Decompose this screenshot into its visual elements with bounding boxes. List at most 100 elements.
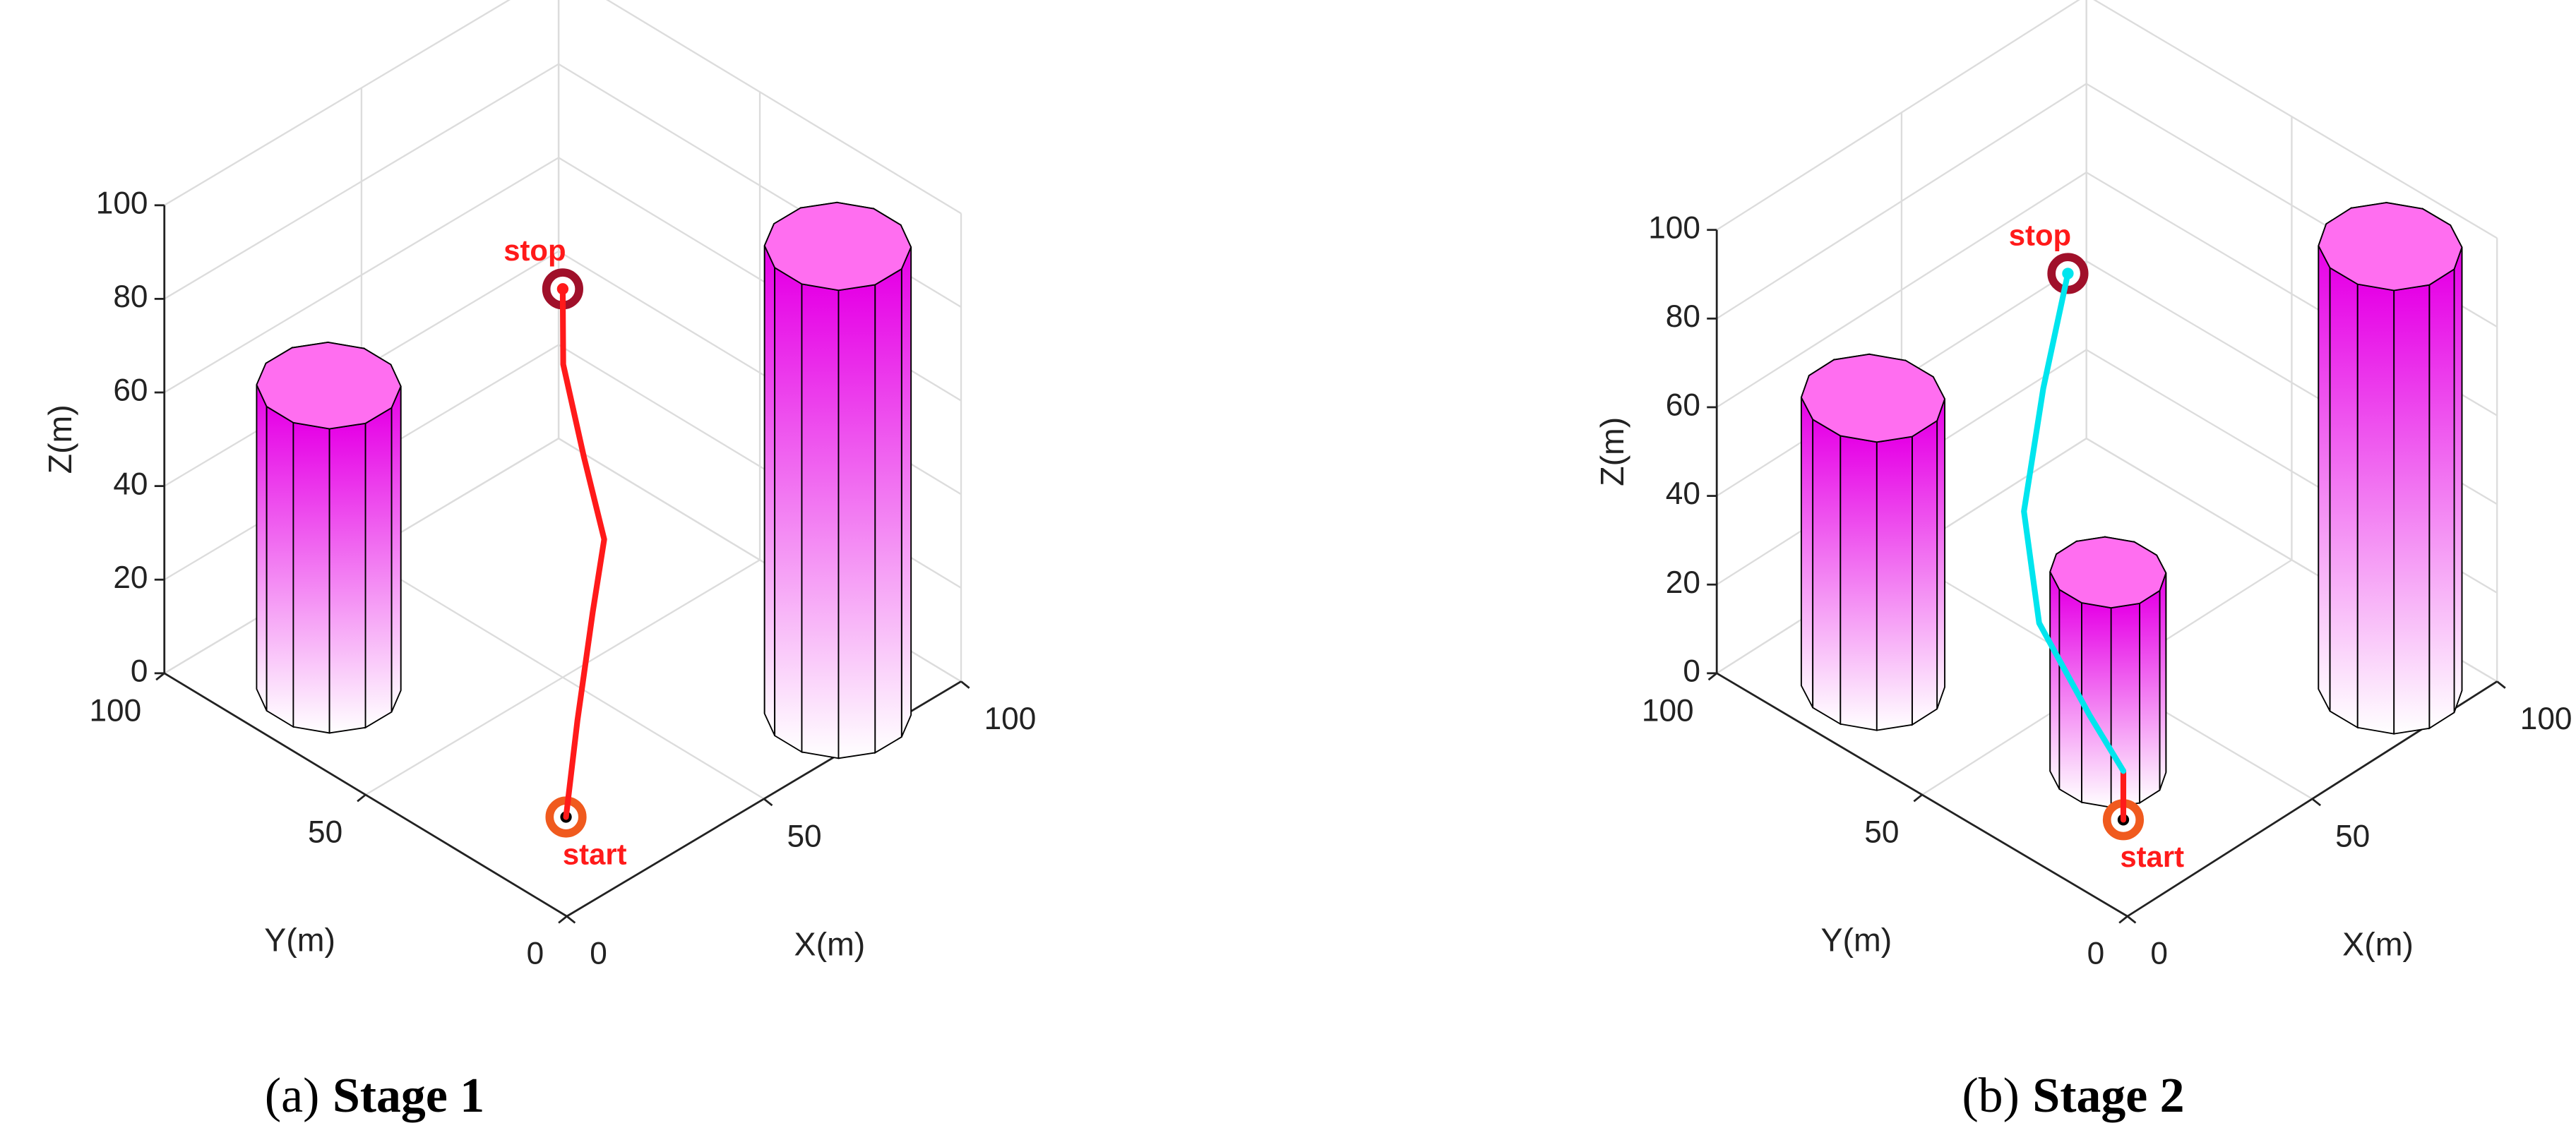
y-axis-label: Y(m) [264, 922, 335, 959]
y-tick-label: 100 [89, 693, 141, 728]
cylinder [2318, 201, 2463, 735]
caption: (b) Stage 2 [1962, 1069, 2184, 1123]
x-tick [566, 915, 576, 924]
cylinder-facet [1839, 435, 1878, 731]
cylinder-facet [2428, 268, 2455, 730]
cylinder-top [2318, 202, 2463, 292]
cylinder-facet [874, 268, 902, 755]
z-tick-label: 40 [1666, 476, 1700, 511]
caption-text: Stage 1 [333, 1069, 484, 1123]
cylinder-facet [1911, 419, 1938, 726]
cylinder-facet [390, 385, 402, 713]
y-tick [357, 793, 366, 803]
x-tick-label: 100 [2520, 702, 2572, 736]
x-tick [2496, 680, 2506, 689]
stop-label: stop [503, 234, 566, 267]
grid-line [606, 0, 962, 215]
cylinder-top [763, 201, 912, 292]
y-tick-label: 50 [1864, 815, 1899, 849]
caption-tag: (a) [265, 1069, 319, 1123]
grid-line [164, 157, 559, 394]
cylinder-facet [328, 422, 366, 734]
caption-tag: (b) [1962, 1069, 2019, 1123]
y-tick [155, 672, 165, 681]
grid-line [164, 0, 511, 206]
cylinder-facet [2139, 589, 2161, 805]
y-tick-label: 50 [308, 815, 342, 849]
cylinder-top [256, 342, 402, 430]
x-tick-label: 100 [984, 702, 1037, 736]
cylinder-facet [2356, 283, 2395, 735]
x-tick-label: 0 [2150, 937, 2168, 971]
cylinder [2049, 536, 2167, 808]
cylinder-facet [364, 407, 393, 729]
grid-line [1716, 172, 2087, 408]
y-tick [558, 915, 568, 924]
cylinder-facet [1812, 418, 1842, 726]
z-tick-label: 0 [131, 654, 148, 688]
grid-line [1716, 0, 2080, 231]
cylinder-facet [1876, 436, 1913, 731]
caption-text: Stage 2 [2032, 1069, 2184, 1123]
y-tick [1913, 793, 1923, 803]
y-axis-label: Y(m) [1821, 922, 1892, 959]
z-tick-label: 20 [113, 560, 148, 595]
path-line [559, 286, 607, 820]
x-tick [960, 680, 970, 689]
grid-line [1716, 83, 2087, 320]
x-tick [763, 798, 773, 807]
cylinder-facet [801, 283, 840, 759]
cylinder-facet [1936, 398, 1945, 709]
z-tick-label: 80 [113, 280, 148, 314]
y-tick-label: 0 [527, 937, 544, 971]
z-tick-label: 80 [1666, 299, 1700, 334]
cylinder-top [2049, 536, 2167, 609]
y-tick-label: 0 [2087, 937, 2105, 971]
y-tick [2118, 915, 2128, 924]
start-label: start [563, 837, 627, 870]
cylinder [256, 341, 402, 734]
z-tick-label: 0 [1683, 654, 1700, 688]
cylinder-facet [1800, 397, 1814, 709]
path-line [2021, 270, 2127, 774]
y-tick-label: 100 [1642, 693, 1694, 728]
cylinder [763, 201, 912, 759]
x-axis-label: X(m) [2342, 925, 2414, 962]
cylinder-facet [256, 384, 268, 711]
x-tick [2126, 915, 2137, 924]
z-tick-label: 100 [96, 186, 148, 220]
x-tick [2311, 798, 2322, 807]
grid-line [2093, 0, 2498, 239]
z-axis-label: Z(m) [1594, 417, 1630, 486]
cylinder-facet [900, 246, 912, 738]
z-tick-label: 40 [113, 467, 148, 501]
cylinder-facet [2049, 571, 2061, 790]
x-tick-label: 50 [787, 819, 821, 853]
z-tick-label: 60 [1666, 388, 1700, 423]
x-axis-label: X(m) [794, 925, 866, 962]
x-tick-label: 50 [2335, 819, 2370, 853]
cylinder-facet [2393, 284, 2431, 735]
start-label: start [2120, 840, 2184, 873]
plot-panel: 0 50 100 0 50 100 0 20 40 60 80 100 X(m) Y(m) Z(m) star… [1594, 0, 2572, 1123]
z-tick-label: 100 [1648, 210, 1700, 245]
cylinder-facet [266, 405, 294, 728]
cylinder-facet [292, 421, 330, 734]
x-tick-label: 0 [590, 937, 607, 971]
z-tick-label: 60 [113, 373, 148, 408]
cylinder-facet [774, 266, 803, 754]
z-axis-label: Z(m) [42, 404, 78, 474]
cylinder-facet [2453, 247, 2463, 713]
cylinder-facet [2159, 572, 2167, 791]
z-tick-label: 20 [1666, 565, 1700, 600]
stop-label: stop [2009, 218, 2071, 251]
caption: (a) Stage 1 [265, 1069, 484, 1123]
cylinder-facet [763, 245, 776, 736]
cylinder-facet [2329, 266, 2359, 729]
grid-line [365, 559, 761, 795]
cylinder-facet [837, 284, 876, 759]
cylinder-facet [2318, 245, 2331, 712]
y-tick [1707, 672, 1718, 681]
